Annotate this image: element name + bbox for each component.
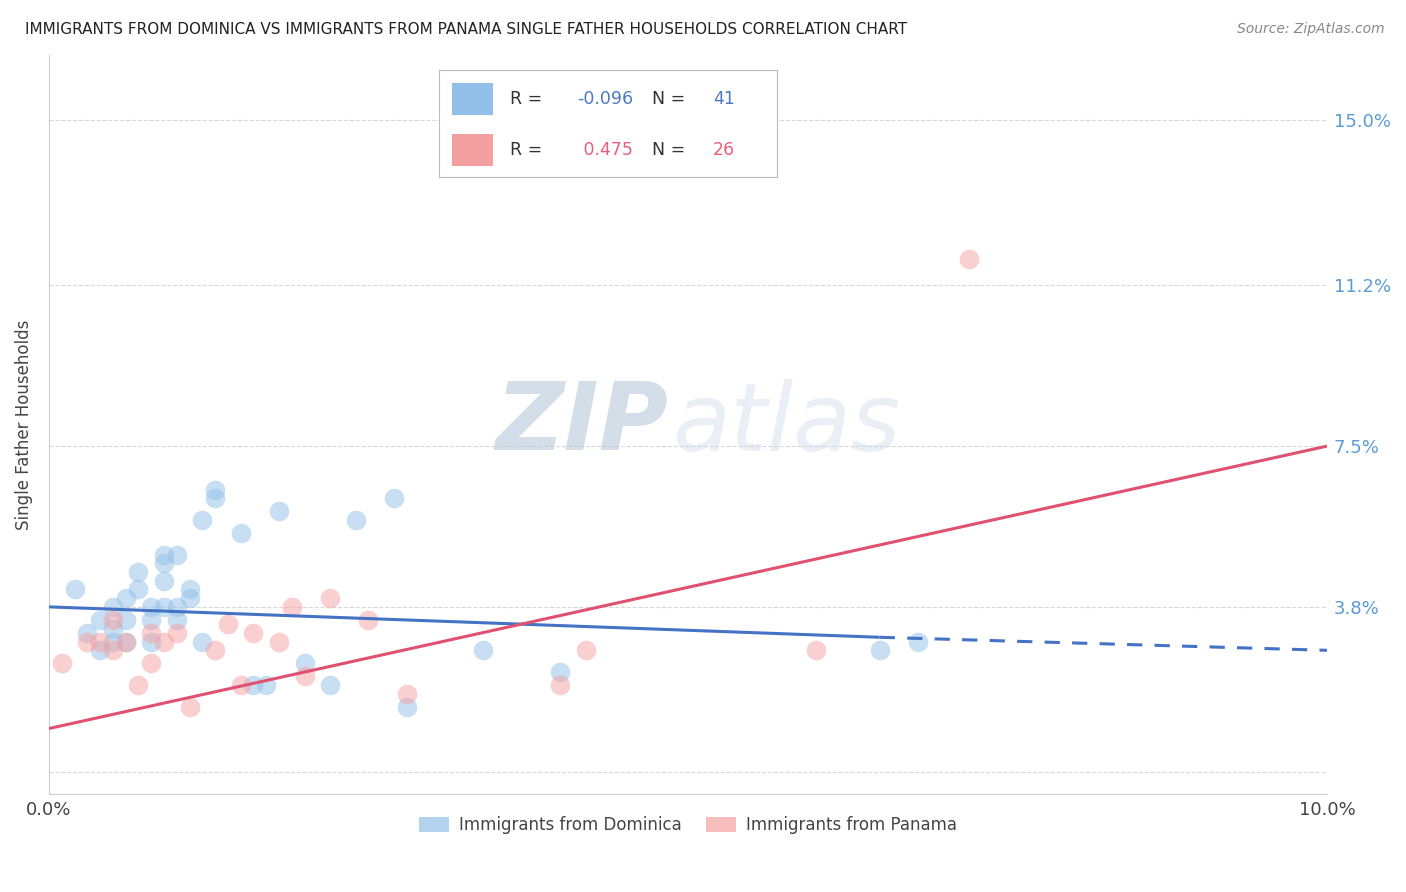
- Point: [242, 626, 264, 640]
- Point: [89, 643, 111, 657]
- Point: [141, 634, 163, 648]
- Point: [101, 613, 124, 627]
- Point: [101, 643, 124, 657]
- Point: [294, 669, 316, 683]
- Point: [114, 634, 136, 648]
- Point: [141, 599, 163, 614]
- Legend: Immigrants from Dominica, Immigrants from Panama: Immigrants from Dominica, Immigrants fro…: [412, 809, 965, 841]
- Point: [89, 613, 111, 627]
- Point: [217, 617, 239, 632]
- Point: [179, 582, 201, 597]
- Point: [141, 613, 163, 627]
- Point: [382, 491, 405, 506]
- Point: [395, 699, 418, 714]
- Point: [204, 491, 226, 506]
- Point: [229, 526, 252, 541]
- Point: [166, 613, 188, 627]
- Point: [907, 634, 929, 648]
- Point: [89, 634, 111, 648]
- Point: [127, 678, 149, 692]
- Point: [242, 678, 264, 692]
- Point: [101, 634, 124, 648]
- Point: [153, 557, 176, 571]
- Point: [153, 599, 176, 614]
- Point: [141, 626, 163, 640]
- Point: [472, 643, 495, 657]
- Point: [63, 582, 86, 597]
- Point: [141, 657, 163, 671]
- Point: [281, 599, 304, 614]
- Point: [127, 565, 149, 579]
- Point: [267, 504, 290, 518]
- Point: [101, 599, 124, 614]
- Point: [166, 626, 188, 640]
- Point: [153, 634, 176, 648]
- Text: IMMIGRANTS FROM DOMINICA VS IMMIGRANTS FROM PANAMA SINGLE FATHER HOUSEHOLDS CORR: IMMIGRANTS FROM DOMINICA VS IMMIGRANTS F…: [25, 22, 907, 37]
- Point: [114, 634, 136, 648]
- Point: [267, 634, 290, 648]
- Point: [179, 591, 201, 606]
- Point: [548, 665, 571, 679]
- Point: [191, 634, 214, 648]
- Point: [153, 574, 176, 588]
- Point: [344, 513, 367, 527]
- Point: [957, 252, 980, 267]
- Point: [179, 699, 201, 714]
- Text: Source: ZipAtlas.com: Source: ZipAtlas.com: [1237, 22, 1385, 37]
- Point: [357, 613, 380, 627]
- Point: [114, 613, 136, 627]
- Point: [229, 678, 252, 692]
- Point: [548, 678, 571, 692]
- Point: [294, 657, 316, 671]
- Point: [254, 678, 277, 692]
- Text: atlas: atlas: [672, 379, 901, 470]
- Point: [127, 582, 149, 597]
- Point: [76, 626, 98, 640]
- Point: [101, 622, 124, 636]
- Point: [204, 483, 226, 497]
- Point: [804, 643, 827, 657]
- Point: [395, 687, 418, 701]
- Point: [166, 599, 188, 614]
- Point: [575, 643, 598, 657]
- Point: [319, 678, 342, 692]
- Point: [319, 591, 342, 606]
- Point: [153, 548, 176, 562]
- Point: [204, 643, 226, 657]
- Point: [166, 548, 188, 562]
- Point: [76, 634, 98, 648]
- Text: ZIP: ZIP: [496, 378, 669, 470]
- Point: [191, 513, 214, 527]
- Point: [51, 657, 73, 671]
- Point: [114, 591, 136, 606]
- Point: [869, 643, 891, 657]
- Y-axis label: Single Father Households: Single Father Households: [15, 319, 32, 530]
